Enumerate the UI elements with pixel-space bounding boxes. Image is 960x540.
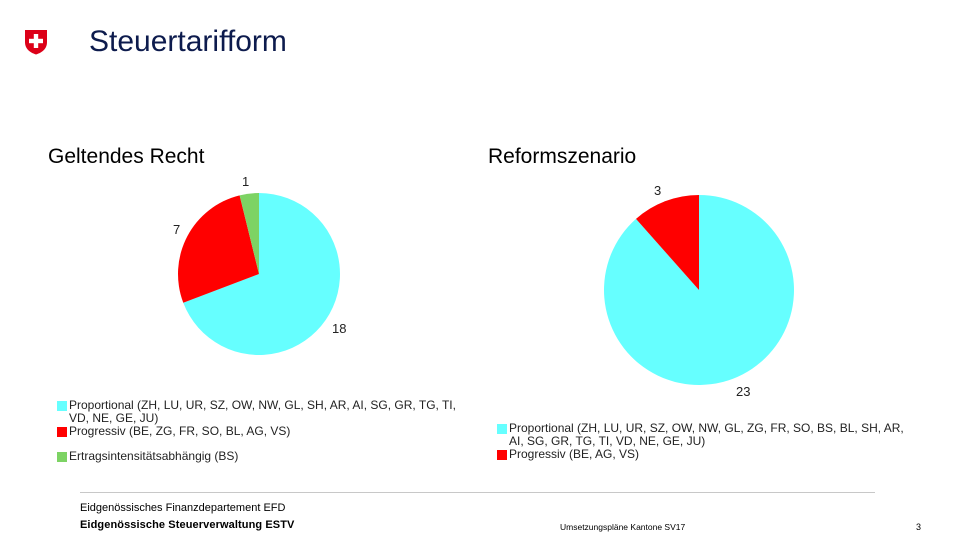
legend-geltendes-recht: Proportional (ZH, LU, UR, SZ, OW, NW, GL… xyxy=(57,399,477,463)
data-label-progressiv-reform: 3 xyxy=(654,183,662,198)
legend-item-progressiv: Progressiv (BE, ZG, FR, SO, BL, AG, VS) xyxy=(57,425,477,438)
chart-title-reformszenario: Reformszenario xyxy=(488,145,637,168)
page-number: 3 xyxy=(916,522,922,532)
legend-swatch-proportional xyxy=(57,401,67,411)
legend-swatch-ertragsintensitaet xyxy=(57,452,67,462)
swiss-cross-icon xyxy=(25,30,47,55)
footer-department: Eidgenössisches Finanzdepartement EFD xyxy=(80,502,286,514)
legend-swatch-progressiv xyxy=(497,450,507,460)
data-label-progressiv-current: 7 xyxy=(173,222,181,237)
footer-divider-center xyxy=(450,492,875,493)
slice-proportional-current xyxy=(183,193,340,356)
slice-ertrag-current xyxy=(239,193,259,274)
legend-label: Progressiv (BE, AG, VS) xyxy=(509,447,640,461)
legend-swatch-progressiv xyxy=(57,427,67,437)
slice-progressiv-reform xyxy=(636,195,699,290)
slice-progressiv-current xyxy=(177,195,259,303)
chart-title-geltendes-recht: Geltendes Recht xyxy=(48,145,205,168)
data-label-ertrag-current: 1 xyxy=(242,174,250,189)
legend-swatch-proportional xyxy=(497,424,507,434)
data-label-proportional-current: 18 xyxy=(332,321,347,336)
legend-label: Ertragsintensitätsabhängig (BS) xyxy=(69,449,239,463)
legend-item-proportional: Proportional (ZH, LU, UR, SZ, OW, NW, GL… xyxy=(497,422,917,448)
legend-label: Proportional (ZH, LU, UR, SZ, OW, NW, GL… xyxy=(69,398,456,425)
legend-item-proportional: Proportional (ZH, LU, UR, SZ, OW, NW, GL… xyxy=(57,399,477,425)
footer-presentation-title: Umsetzungspläne Kantone SV17 xyxy=(560,522,686,532)
legend-item-progressiv: Progressiv (BE, AG, VS) xyxy=(497,448,917,461)
legend-label: Progressiv (BE, ZG, FR, SO, BL, AG, VS) xyxy=(69,424,291,438)
legend-item-ertragsintensitaet: Ertragsintensitätsabhängig (BS) xyxy=(57,450,477,463)
legend-label: Proportional (ZH, LU, UR, SZ, OW, NW, GL… xyxy=(509,421,904,448)
data-label-proportional-reform: 23 xyxy=(736,384,751,399)
footer-agency: Eidgenössische Steuerverwaltung ESTV xyxy=(80,519,295,531)
legend-reformszenario: Proportional (ZH, LU, UR, SZ, OW, NW, GL… xyxy=(497,422,917,461)
footer-divider-left xyxy=(80,492,450,493)
slice-proportional-reform xyxy=(604,195,795,385)
page-title: Steuertarifform xyxy=(89,25,287,58)
